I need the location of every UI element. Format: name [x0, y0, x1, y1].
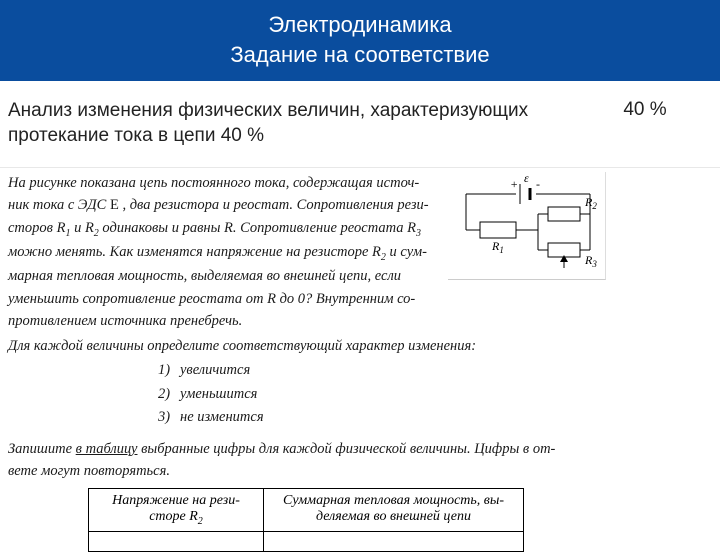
emf-symbol: E [110, 197, 119, 213]
text: , два резистора и реостат. Сопротивления… [119, 197, 429, 213]
task-percent: 40 % [570, 81, 720, 166]
underlined: в таблицу [76, 441, 138, 457]
sub: 3 [416, 228, 421, 239]
text: и сум- [386, 244, 427, 260]
answer-table: Напряжение на рези- сторе R2 Суммарная т… [88, 488, 524, 552]
table-row: Напряжение на рези- сторе R2 Суммарная т… [89, 489, 524, 532]
slide-header: Электродинамика Задание на соответствие [0, 0, 720, 81]
option-text: уменьшится [180, 386, 257, 402]
svg-text:R1: R1 [491, 239, 504, 255]
text: вете могут повторяться. [8, 463, 170, 479]
empty-cell [264, 532, 524, 552]
write-instruction: Запишите в таблицу выбранные цифры для к… [8, 439, 712, 483]
svg-text:R3: R3 [584, 253, 597, 269]
empty-cell [89, 532, 264, 552]
eps-label: ε [524, 172, 529, 185]
text: ник тока с ЭДС [8, 197, 110, 213]
minus-label: - [536, 177, 540, 191]
table-header-1: Напряжение на рези- сторе R2 [89, 489, 264, 532]
text: сторов R [8, 220, 65, 236]
text: деляемая во внешней цепи [316, 509, 471, 524]
table-row [89, 532, 524, 552]
text: марная тепловая мощность, выделяемая во … [8, 268, 401, 284]
text: Напряжение на рези- [112, 493, 240, 508]
option-num: 1) [158, 359, 180, 382]
table-header-2: Суммарная тепловая мощность, вы- деляема… [264, 489, 524, 532]
problem-paragraph: На рисунке показана цепь постоянного ток… [8, 172, 438, 333]
question-intro: Для каждой величины определите соответст… [8, 335, 712, 357]
option-2: 2)уменьшится [8, 383, 712, 406]
text: На рисунке показана цепь постоянного ток… [8, 175, 419, 191]
svg-text:R2: R2 [584, 195, 597, 211]
text: Запишите [8, 441, 76, 457]
option-1: 1)увеличится [8, 359, 712, 382]
text: и R [70, 220, 93, 236]
circuit-diagram: ε + - R1 R2 R3 [448, 172, 606, 280]
plus-label: + [510, 177, 518, 191]
text: выбранные цифры для каждой физической ве… [138, 441, 556, 457]
task-row: Анализ изменения физических величин, хар… [0, 81, 720, 167]
text: сторе R [149, 509, 198, 524]
option-text: увеличится [180, 362, 250, 378]
text: можно менять. Как изменятся напряжение н… [8, 244, 381, 260]
text: противлением источника пренебречь. [8, 313, 242, 329]
option-num: 2) [158, 383, 180, 406]
sub: 2 [198, 516, 203, 527]
task-description: Анализ изменения физических величин, хар… [0, 81, 570, 166]
text: Суммарная тепловая мощность, вы- [283, 493, 504, 508]
text: одинаковы и равны R. Сопротивление реост… [99, 220, 416, 236]
option-num: 3) [158, 406, 180, 429]
header-line-1: Электродинамика [0, 10, 720, 40]
problem-area: На рисунке показана цепь постоянного ток… [0, 168, 720, 552]
option-text: не изменится [180, 409, 264, 425]
header-line-2: Задание на соответствие [0, 40, 720, 70]
options-list: 1)увеличится 2)уменьшится 3)не изменится [8, 359, 712, 429]
text: уменьшить сопротивление реостата от R до… [8, 291, 415, 307]
option-3: 3)не изменится [8, 406, 712, 429]
